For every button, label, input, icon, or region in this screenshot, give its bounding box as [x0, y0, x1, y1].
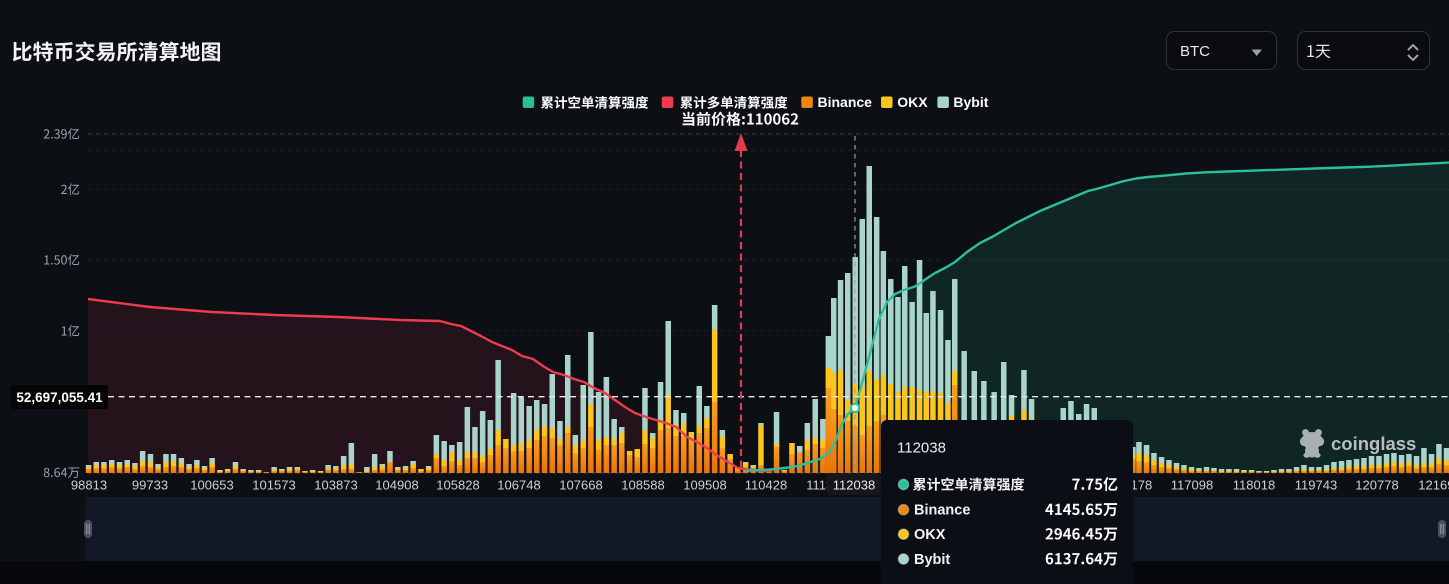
svg-text:OKX: OKX: [897, 94, 928, 110]
svg-text:106748: 106748: [497, 478, 540, 493]
svg-text:108588: 108588: [621, 478, 664, 493]
svg-text:100653: 100653: [190, 478, 233, 493]
svg-text:112038: 112038: [897, 440, 946, 457]
svg-text:117098: 117098: [1171, 478, 1213, 493]
svg-text:118018: 118018: [1233, 478, 1275, 493]
svg-text:BTC: BTC: [1180, 43, 1210, 60]
svg-text:110428: 110428: [745, 478, 787, 493]
svg-text:120778: 120778: [1355, 478, 1398, 493]
svg-text:104908: 104908: [375, 478, 418, 493]
svg-text:105828: 105828: [436, 478, 479, 493]
svg-text:112038: 112038: [833, 478, 875, 493]
svg-text:98813: 98813: [71, 478, 107, 493]
svg-text:109508: 109508: [683, 478, 726, 493]
svg-text:Binance: Binance: [818, 94, 873, 110]
svg-text:52,697,055.41: 52,697,055.41: [16, 390, 103, 405]
svg-text:121698: 121698: [1418, 478, 1449, 493]
svg-text:99733: 99733: [132, 478, 168, 493]
svg-text:107668: 107668: [559, 478, 602, 493]
svg-text:OKX: OKX: [914, 527, 946, 543]
svg-text:Bybit: Bybit: [914, 552, 950, 568]
svg-text:Binance: Binance: [914, 503, 970, 519]
svg-text:Bybit: Bybit: [953, 94, 988, 110]
svg-text:coinglass: coinglass: [1331, 433, 1416, 454]
svg-text:101573: 101573: [252, 478, 295, 493]
svg-text:119743: 119743: [1295, 478, 1337, 493]
svg-text:103873: 103873: [314, 478, 357, 493]
